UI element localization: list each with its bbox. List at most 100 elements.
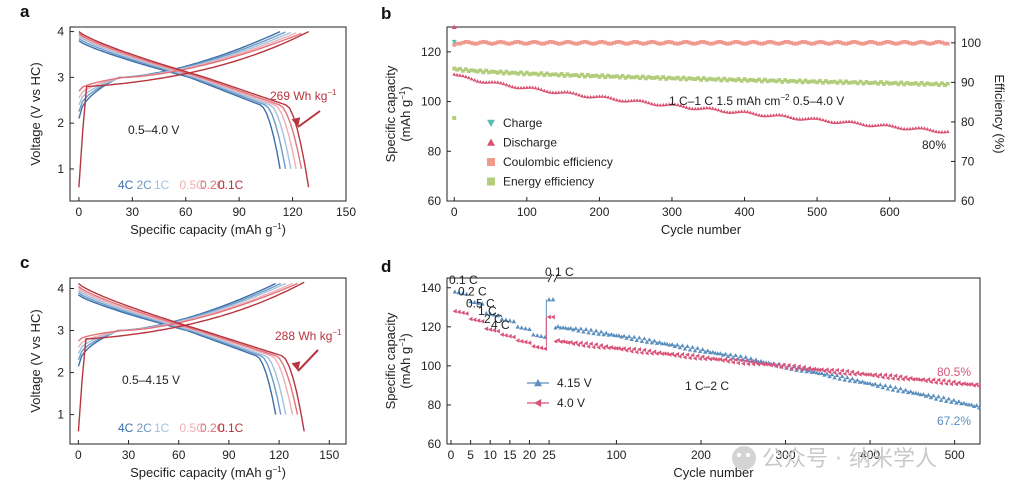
legend-label: Energy efficiency: [503, 175, 594, 189]
series-4.0V: [452, 308, 981, 389]
data-point: [634, 349, 639, 355]
data-point: [573, 340, 578, 345]
legend-label: 4.0 V: [557, 396, 585, 410]
x-tick-label: 600: [880, 205, 900, 219]
data-point: [516, 71, 521, 76]
data-point: [553, 90, 558, 95]
data-point: [662, 341, 667, 346]
data-point: [893, 124, 898, 129]
data-point: [791, 79, 796, 83]
data-point: [611, 346, 616, 351]
x-tick-label: 200: [691, 448, 711, 462]
panel-a: a 0 30 60 90 120 150 1 2 3 4 Specific capacity (mAh…: [20, 2, 356, 237]
data-point: [594, 73, 599, 78]
data-point: [777, 112, 782, 117]
axis-break-gap: [549, 275, 557, 281]
y2-tick-label: 80: [961, 115, 975, 129]
data-point: [658, 76, 663, 81]
data-point: [580, 72, 584, 77]
data-point: [664, 102, 669, 107]
data-point: [617, 40, 622, 44]
data-point: [845, 375, 850, 380]
data-point: [678, 41, 683, 46]
y-tick-label: 2: [57, 366, 64, 380]
retention-label-red: 80.5%: [937, 365, 971, 379]
data-point: [511, 319, 517, 324]
data-point: [821, 117, 825, 122]
data-point: [495, 40, 500, 45]
data-point: [527, 41, 532, 45]
discharge-curve: [77, 292, 282, 415]
data-point: [609, 331, 614, 336]
data-point: [890, 376, 895, 381]
data-point: [896, 41, 901, 46]
data-point: [817, 367, 822, 373]
data-point: [464, 291, 469, 296]
data-point: [731, 40, 735, 45]
data-point: [617, 75, 622, 80]
data-point: [911, 81, 915, 86]
data-point: [531, 344, 536, 349]
data-point: [884, 80, 889, 85]
data-point: [527, 340, 532, 346]
data-point: [501, 81, 506, 86]
data-point: [553, 41, 558, 45]
y-tick-label: 80: [428, 144, 442, 158]
data-point: [954, 381, 959, 387]
data-point: [733, 110, 738, 114]
data-point: [741, 361, 746, 366]
retention-label-blue: 67.2%: [937, 414, 971, 428]
data-point: [484, 40, 489, 45]
voltage-window-label: 0.5–4.0 V: [128, 123, 179, 137]
data-point: [495, 80, 500, 84]
plot-frame: [69, 26, 347, 202]
data-point: [620, 99, 625, 103]
data-point: [916, 82, 921, 87]
x-tick-label: 10: [484, 448, 498, 462]
data-point: [516, 39, 521, 44]
data-point: [704, 40, 709, 45]
data-point: [838, 120, 843, 124]
legend-label: Coulombic efficiency: [503, 155, 613, 169]
data-point: [876, 123, 880, 127]
data-point: [829, 120, 834, 124]
x-tick-label: 500: [945, 448, 965, 462]
data-point: [776, 362, 781, 367]
data-point: [646, 75, 651, 79]
series-0.2C: [78, 32, 303, 170]
data-point: [476, 300, 481, 305]
x-tick-label: 0: [451, 205, 458, 219]
data-point: [560, 325, 566, 330]
data-point: [942, 41, 947, 46]
data-point: [585, 94, 590, 99]
data-point: [796, 364, 801, 369]
data-point: [974, 382, 979, 387]
data-point: [841, 41, 846, 46]
data-point: [710, 349, 716, 354]
discharge-curve: [77, 282, 305, 432]
data-point: [824, 371, 830, 376]
data-point: [551, 72, 555, 77]
data-point: [710, 77, 715, 82]
charge-curve: [77, 281, 305, 432]
data-point: [800, 40, 805, 44]
data-point: [867, 123, 872, 128]
data-point: [858, 121, 863, 126]
data-point: [515, 338, 520, 343]
data-point: [635, 40, 640, 44]
data-point: [577, 74, 581, 79]
data-point: [748, 40, 753, 45]
x-tick-label: 400: [735, 205, 755, 219]
data-point: [928, 379, 933, 385]
rate-label: 2 C: [484, 312, 503, 326]
data-point: [677, 345, 683, 350]
y-tick-label: 100: [421, 95, 441, 109]
data-point: [463, 67, 468, 72]
data-point: [484, 326, 489, 332]
x-tick-label: 20: [523, 448, 537, 462]
data-point: [542, 73, 547, 78]
data-point: [754, 112, 759, 116]
data-point: [919, 125, 924, 130]
data-point: [812, 41, 817, 46]
